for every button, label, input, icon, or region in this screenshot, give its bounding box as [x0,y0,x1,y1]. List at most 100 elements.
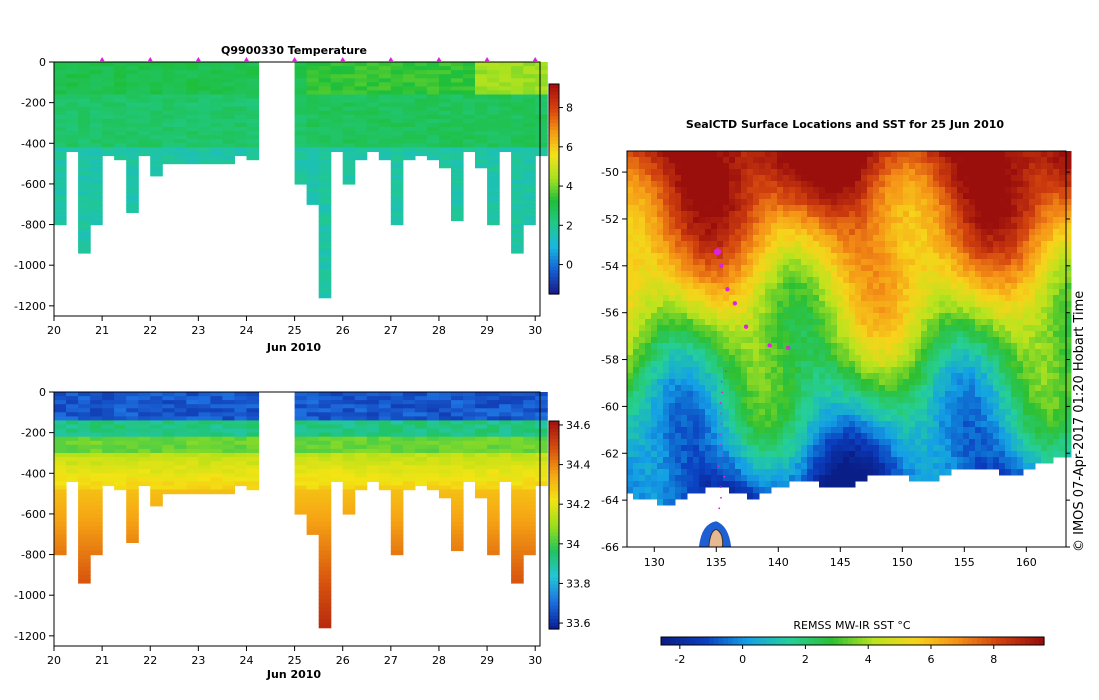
track-point [720,496,722,499]
profile-marker [291,57,298,62]
profile-markers [99,57,539,62]
x-tick-label: 22 [143,324,157,337]
temperature-y-ticks: 0 -200 -400 -600 -800 -1000 -1200 [14,56,54,313]
track-point [720,412,722,415]
profile-marker [99,57,106,62]
y-tick-label: -600 [21,508,46,521]
credit-text: © IMOS 07-Apr-2017 01:20 Hobart Time [1072,291,1087,552]
lon-tick-label: 130 [644,556,665,569]
colorbar-tick-label: 33.6 [566,617,591,630]
y-tick-label: -400 [21,137,46,150]
sst-colorbar-tick-label: 4 [865,653,872,666]
lon-tick-label: 150 [892,556,913,569]
seal-track [714,248,791,510]
x-tick-label: 24 [239,654,253,667]
y-tick-label: -800 [21,549,46,562]
y-tick-label: -600 [21,178,46,191]
profile-marker [532,57,539,62]
profile-marker [243,57,250,62]
temperature-x-ticks: 20 21 22 23 24 25 26 27 28 29 30 [47,316,542,337]
x-tick-label: 26 [336,324,350,337]
x-tick-label: 25 [288,324,302,337]
track-point [719,486,722,489]
salinity-colorbar: 33.6 33.8 34 34.2 34.4 34.6 [548,419,591,630]
lat-tick-label: -62 [601,447,619,460]
y-tick-label: -200 [21,97,46,110]
colorbar-tick-label: 33.8 [566,577,591,590]
longitude-ticks: 130 135 140 145 150 155 160 [644,547,1037,569]
track-point [721,454,724,457]
lat-tick-label: -52 [601,213,619,226]
lon-tick-label: 140 [768,556,789,569]
track-point [723,475,726,478]
x-tick-label: 28 [432,654,446,667]
y-tick-label: -1200 [14,300,46,313]
track-point [786,345,791,351]
lon-tick-label: 145 [830,556,851,569]
track-point [718,507,721,510]
lat-tick-label: -50 [601,166,619,179]
salinity-cells [54,392,548,629]
track-point [732,301,738,306]
salinity-axes-frame [53,391,541,647]
lat-tick-label: -66 [601,541,619,554]
x-tick-label: 24 [239,324,253,337]
x-tick-label: 20 [47,654,61,667]
salinity-xlabel: Jun 2010 [266,668,322,681]
track-point [725,287,730,292]
x-tick-label: 27 [384,324,398,337]
lat-tick-label: -54 [601,260,619,273]
x-tick-label: 21 [95,654,109,667]
x-tick-label: 30 [528,654,542,667]
y-tick-label: 0 [39,386,46,399]
lat-tick-label: -64 [601,494,619,507]
temperature-title: Q9900330 Temperature [221,44,367,57]
x-tick-label: 20 [47,324,61,337]
temperature-panel: Q9900330 Temperature 0 -200 -400 -600 -800 -1… [14,44,573,354]
lat-tick-label: -58 [601,354,619,367]
sst-map-panel: SealCTD Surface Locations and SST for 25… [601,118,1087,666]
x-tick-label: 29 [480,324,494,337]
track-point [743,324,749,329]
colorbar-tick-label: 34.2 [566,498,591,511]
sst-map-title: SealCTD Surface Locations and SST for 25… [686,118,1005,131]
profile-marker [387,57,394,62]
sst-colorbar-tick-label: 2 [802,653,809,666]
x-tick-label: 21 [95,324,109,337]
colorbar-tick-label: 34.4 [566,459,591,472]
lon-tick-label: 160 [1016,556,1037,569]
latitude-ticks: -50 -52 -54 -56 -58 -60 -62 -64 -66 [601,166,1070,554]
x-tick-label: 30 [528,324,542,337]
temperature-cells [54,62,548,299]
salinity-y-ticks: 0 -200 -400 -600 -800 -1000 -1200 [14,386,54,643]
track-point [714,248,722,256]
x-tick-label: 26 [336,654,350,667]
profile-marker [484,57,491,62]
sst-colorbar-tick-label: -2 [674,653,685,666]
y-tick-label: -200 [21,427,46,440]
colorbar-tick-label: 34 [566,538,580,551]
x-tick-label: 28 [432,324,446,337]
colorbar-tick-label: 8 [566,102,573,115]
y-tick-label: -800 [21,219,46,232]
x-tick-label: 27 [384,654,398,667]
colorbar-tick-label: 34.6 [566,419,591,432]
lat-tick-label: -56 [601,307,619,320]
track-point [717,465,720,468]
track-point [718,433,721,436]
track-point [720,380,723,383]
profile-marker [339,57,346,62]
profile-marker [435,57,442,62]
sst-field [627,151,1072,506]
salinity-x-ticks: 20 21 22 23 24 25 26 27 28 29 30 [47,646,542,667]
sst-colorbar: -2 0 2 4 6 8 [660,636,1045,666]
profile-marker [147,57,154,62]
land-mass [708,528,724,548]
x-tick-label: 22 [143,654,157,667]
x-tick-label: 23 [191,324,205,337]
salinity-panel: 0 -200 -400 -600 -800 -1000 -1200 20 21 22 23 24 25… [14,386,590,681]
sst-colorbar-tick-label: 8 [990,653,997,666]
track-point [719,401,722,404]
profile-marker [195,57,202,62]
